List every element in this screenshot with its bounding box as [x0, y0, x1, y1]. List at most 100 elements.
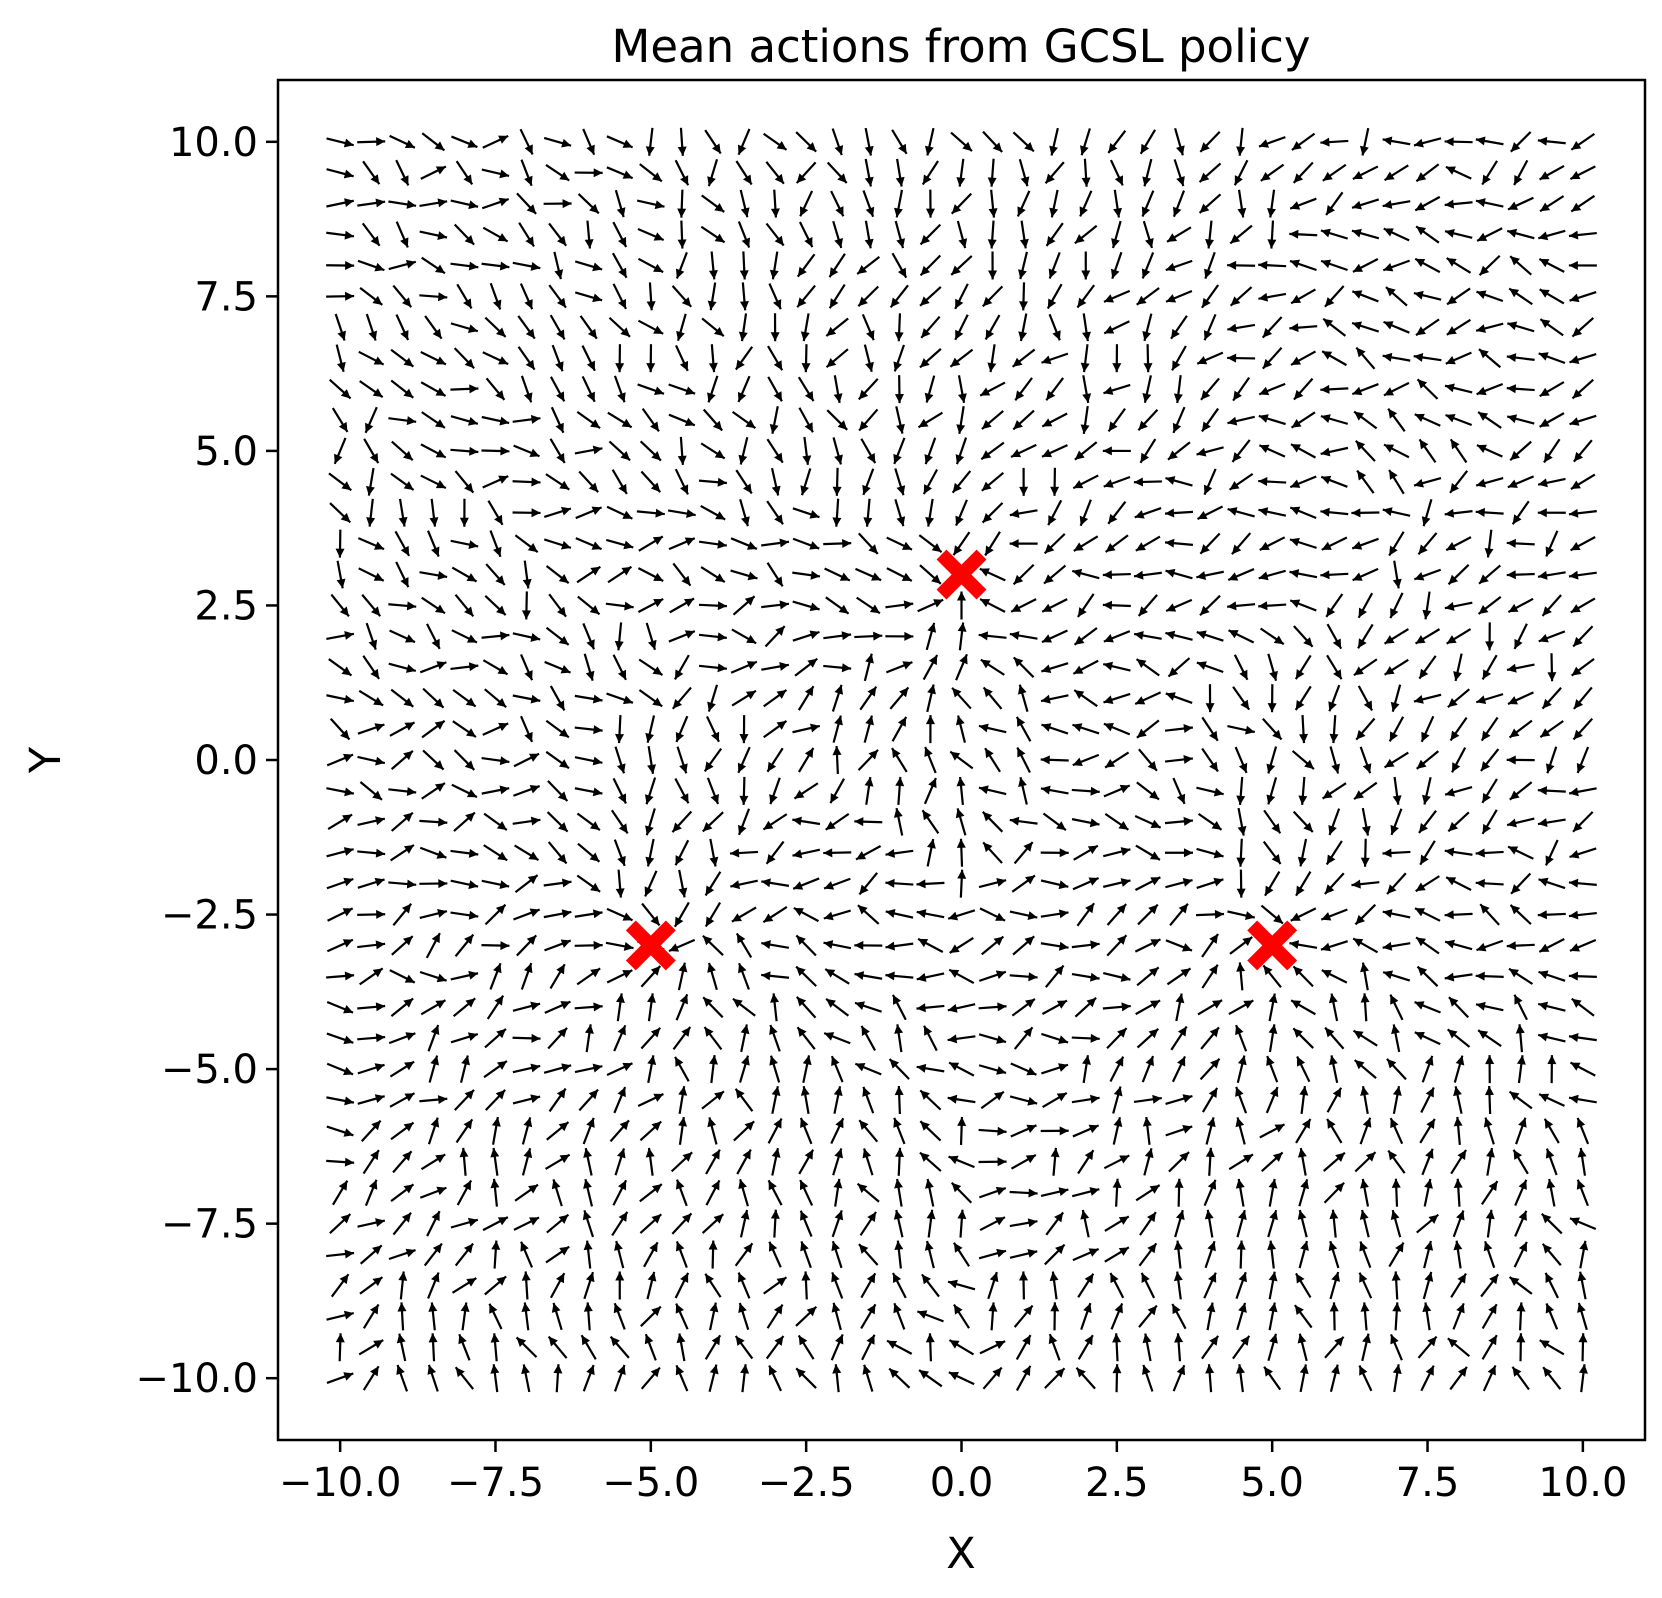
action-arrow [833, 375, 843, 404]
action-arrow [1259, 536, 1286, 551]
action-arrow [854, 940, 883, 950]
action-arrow [1111, 220, 1122, 249]
action-arrow [1538, 229, 1566, 241]
action-arrow [1102, 972, 1131, 982]
action-arrow [364, 1179, 378, 1207]
action-arrow [1417, 1335, 1438, 1359]
action-arrow [1041, 444, 1068, 458]
action-arrow [553, 251, 564, 280]
action-arrow [1382, 136, 1411, 146]
action-arrow [481, 446, 510, 456]
action-arrow [1537, 910, 1566, 920]
action-arrow [326, 938, 354, 953]
action-arrow [1507, 196, 1534, 211]
action-arrow [1258, 477, 1287, 487]
action-arrow [761, 538, 790, 548]
action-arrow [1323, 1181, 1345, 1204]
action-arrow [980, 441, 1005, 461]
action-arrow [1506, 321, 1535, 333]
action-arrow [765, 840, 785, 865]
action-arrow [550, 406, 565, 434]
action-arrow [483, 1060, 508, 1079]
action-arrow [1201, 407, 1220, 433]
action-arrow [512, 477, 541, 487]
action-arrow [1328, 993, 1339, 1022]
action-arrow [1572, 625, 1594, 648]
action-arrow [636, 199, 665, 210]
action-arrow [702, 811, 724, 833]
action-arrow [549, 376, 566, 402]
action-arrow [1072, 474, 1099, 490]
action-arrow [1073, 844, 1099, 861]
action-arrow [1016, 190, 1031, 217]
action-arrow [668, 938, 696, 953]
action-arrow [1041, 999, 1068, 1015]
action-arrow [1166, 967, 1192, 986]
action-arrow [730, 660, 758, 674]
action-arrow [1509, 781, 1533, 801]
y-tick-label: 10.0 [169, 120, 258, 166]
action-arrow [613, 1364, 626, 1392]
action-arrow [362, 160, 381, 185]
action-arrow [1516, 1302, 1526, 1331]
action-arrow [704, 1334, 722, 1360]
action-arrow [984, 531, 1001, 557]
action-arrow [1486, 1147, 1495, 1176]
goal-markers [625, 549, 1298, 971]
action-arrow [1320, 446, 1349, 457]
action-arrow [677, 220, 687, 249]
action-arrow [429, 498, 439, 527]
action-arrow [1104, 1246, 1130, 1263]
action-arrow [1201, 716, 1219, 742]
action-arrow [1414, 257, 1441, 274]
action-arrow [1041, 1032, 1069, 1044]
action-arrow [1164, 508, 1194, 518]
action-arrow [647, 745, 657, 775]
action-arrow [1103, 784, 1131, 798]
action-arrow [454, 933, 475, 957]
action-arrow [545, 565, 570, 585]
action-arrow [1444, 972, 1473, 982]
action-arrow [1320, 475, 1348, 488]
action-arrow [1165, 692, 1193, 704]
action-arrow [1235, 1086, 1248, 1114]
action-arrow [1040, 694, 1069, 704]
action-arrow [481, 941, 510, 951]
action-arrow [390, 1183, 415, 1203]
action-arrow [1074, 441, 1098, 461]
action-arrow [795, 161, 817, 184]
action-arrow [1298, 1240, 1309, 1269]
action-arrow [1475, 136, 1504, 146]
action-arrow [979, 907, 1006, 922]
action-arrow [1478, 348, 1502, 369]
action-arrow [857, 378, 879, 401]
action-arrow [1018, 777, 1028, 805]
action-arrow [1389, 592, 1404, 619]
action-arrow [1201, 964, 1219, 989]
action-arrow [1511, 500, 1530, 525]
action-arrow [1571, 997, 1595, 1017]
action-arrow [1076, 593, 1095, 618]
action-arrow [730, 879, 758, 890]
action-arrow [767, 376, 783, 402]
action-arrow [1268, 1271, 1278, 1300]
action-arrow [1043, 533, 1066, 555]
action-arrow [326, 291, 355, 301]
action-arrow [765, 1335, 785, 1360]
action-arrow [924, 127, 935, 156]
action-arrow [639, 1213, 662, 1234]
action-arrow [1383, 443, 1410, 459]
action-arrow [707, 684, 719, 712]
action-arrow [513, 908, 541, 921]
action-arrow [1514, 1179, 1528, 1207]
action-arrow [553, 1364, 563, 1393]
action-arrow [1415, 163, 1440, 183]
action-arrow [1075, 1366, 1096, 1390]
action-arrow [1173, 1240, 1183, 1269]
action-arrow [1267, 653, 1278, 682]
action-arrow [1102, 878, 1131, 888]
action-arrow [795, 131, 817, 153]
action-arrow [671, 686, 692, 710]
action-arrow [1106, 934, 1128, 957]
action-arrow [799, 190, 814, 217]
